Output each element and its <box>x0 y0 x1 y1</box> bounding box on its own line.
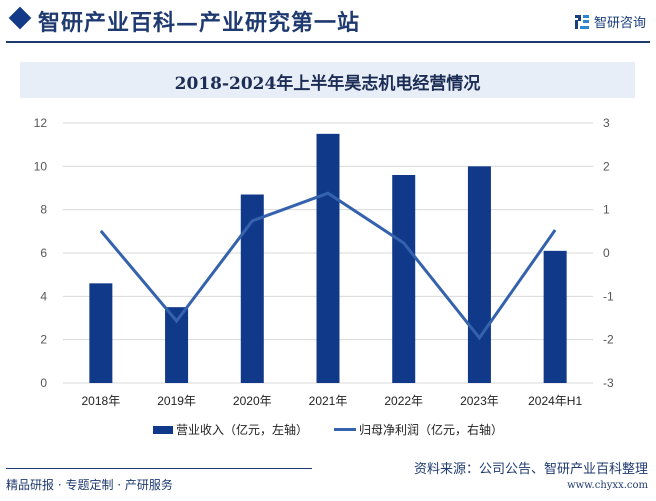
legend-profit-label: 归母净利润（亿元，右轴） <box>359 423 504 437</box>
left-axis-tick: 6 <box>40 246 47 260</box>
left-axis-tick: 2 <box>40 333 47 347</box>
left-axis-tick: 12 <box>34 116 48 130</box>
chart-title-box: 2018-2024年上半年昊志机电经营情况 <box>20 62 635 98</box>
revenue-bar <box>543 250 567 383</box>
x-axis-label: 2022年 <box>384 394 423 408</box>
legend-line-swatch <box>334 428 356 431</box>
left-axis-tick: 8 <box>40 203 47 217</box>
footer-url[interactable]: www.chyxx.com <box>567 480 648 491</box>
right-axis-tick: 1 <box>603 203 610 217</box>
x-axis-label: 2018年 <box>82 394 121 408</box>
legend-item-profit: 归母净利润（亿元，右轴） <box>334 421 503 438</box>
revenue-bar <box>165 307 189 383</box>
x-axis-label: 2024年H1 <box>528 394 582 408</box>
x-axis-label: 2019年 <box>157 394 196 408</box>
chart-title: 2018-2024年上半年昊志机电经营情况 <box>174 74 481 94</box>
footer-source: 资料来源：公司公告、智研产业百科整理 <box>413 462 648 477</box>
header: 智研产业百科—产业研究第一站 智研咨询 <box>0 0 656 43</box>
legend-item-revenue: 营业收入（亿元，左轴） <box>152 421 308 438</box>
chart-area: 0 -3 2 -2 4 -1 6 0 8 1 10 2 12 3 2018年 2019年 2020年 2021年 2… <box>34 116 614 408</box>
right-axis-tick: -3 <box>603 376 614 390</box>
revenue-bar <box>89 283 113 383</box>
x-axis-label: 2023年 <box>460 394 499 408</box>
footer-tagline: 精品研报 · 专题定制 · 产研服务 <box>6 478 173 492</box>
revenue-bar <box>392 175 416 383</box>
brand-logo-icon <box>574 14 589 29</box>
left-axis-tick: 0 <box>40 376 47 390</box>
revenue-bar <box>467 166 491 383</box>
right-axis-tick: 0 <box>603 246 610 260</box>
legend-bar-swatch <box>152 425 173 434</box>
site-title: 智研产业百科—产业研究第一站 <box>38 10 361 36</box>
right-axis-tick: -1 <box>603 289 614 303</box>
header-divider <box>6 41 650 43</box>
brand-name: 智研咨询 <box>593 16 646 31</box>
profit-line <box>99 191 557 341</box>
right-axis-tick: 2 <box>603 159 610 173</box>
revenue-bar <box>240 194 264 383</box>
right-axis-tick: -2 <box>603 333 614 347</box>
legend-revenue-label: 营业收入（亿元，左轴） <box>175 423 308 437</box>
left-axis-tick: 4 <box>40 289 47 303</box>
footer-divider <box>6 468 312 469</box>
brand-logo-link[interactable]: 智研咨询 <box>574 12 646 31</box>
x-axis-label: 2020年 <box>233 394 272 408</box>
legend: 营业收入（亿元，左轴） 归母净利润（亿元，右轴） <box>0 421 656 438</box>
revenue-bar <box>316 133 340 383</box>
right-axis-tick: 3 <box>603 116 610 130</box>
x-axis-label: 2021年 <box>309 394 348 408</box>
left-axis-tick: 10 <box>34 159 48 173</box>
